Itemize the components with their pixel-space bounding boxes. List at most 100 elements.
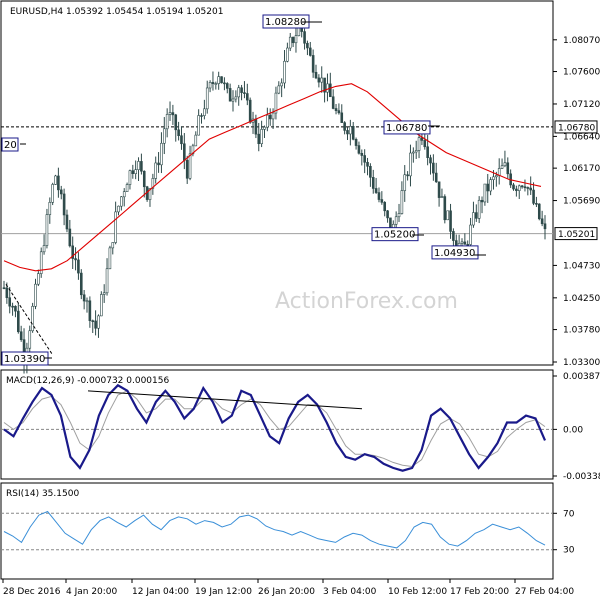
candle-body xyxy=(400,190,404,214)
candle-body xyxy=(234,96,238,100)
candle-body xyxy=(228,88,232,102)
macd-panel-frame xyxy=(0,369,554,480)
price-tick-label: 1.06640 xyxy=(563,132,600,142)
candle-body xyxy=(274,92,278,114)
candle-body xyxy=(137,161,140,170)
candle-body xyxy=(248,99,252,123)
candle-body xyxy=(34,283,37,307)
annotation-box xyxy=(431,245,479,260)
candle-body xyxy=(492,176,495,180)
annotation-box xyxy=(383,120,431,135)
candle-body xyxy=(323,77,326,93)
candle-body xyxy=(131,170,135,174)
price-annotations: 1.08280 1.06780 1.05200 1.04930 1.03390 20 xyxy=(1,14,486,366)
candle-body xyxy=(111,242,115,249)
price-tick-label: 1.06170 xyxy=(563,164,600,174)
price-tick-label: 1.03300 xyxy=(563,358,600,368)
candle-body xyxy=(260,129,263,145)
candle-body xyxy=(489,179,492,192)
price-marker-box xyxy=(554,120,598,134)
candle-body xyxy=(57,175,60,191)
candle-body xyxy=(108,247,112,270)
candle-body xyxy=(77,259,80,274)
candle-body xyxy=(114,211,117,243)
candle-body xyxy=(472,212,475,226)
candle-body xyxy=(543,223,547,230)
candle-body xyxy=(331,96,335,109)
candle-body xyxy=(171,112,175,116)
rsi-line xyxy=(3,510,546,549)
candle-body xyxy=(351,125,355,140)
candle-body xyxy=(340,112,344,123)
candle-body xyxy=(140,161,143,172)
annotation-label: 1.04930 xyxy=(434,248,475,259)
moving-average xyxy=(3,83,542,272)
candle-body xyxy=(237,87,241,98)
candle-body xyxy=(291,36,295,44)
candle-body xyxy=(308,47,312,56)
candle-body xyxy=(97,315,100,329)
candle-body xyxy=(432,162,435,174)
x-tick-label: 12 Jan 04:00 xyxy=(132,587,189,597)
macd-lines xyxy=(3,383,547,472)
candle-body xyxy=(231,98,235,102)
annotation-label: 1.06780 xyxy=(386,123,427,134)
candle-body xyxy=(449,210,452,232)
x-tick-label: 4 Jan 20:00 xyxy=(66,587,118,597)
candle-body xyxy=(268,114,272,120)
price-panel-frame xyxy=(0,0,554,366)
candle-body xyxy=(48,202,52,215)
candle-body xyxy=(223,82,226,85)
price-tick-label: 1.07120 xyxy=(563,100,600,110)
x-tick-label: 10 Feb 12:00 xyxy=(388,587,447,597)
candle-body xyxy=(28,330,32,349)
candle-body xyxy=(394,216,398,225)
candle-body xyxy=(512,184,515,190)
candle-body xyxy=(134,169,137,174)
candle-body xyxy=(412,151,415,154)
candle-body xyxy=(120,196,123,207)
candle-body xyxy=(286,47,289,62)
candle-body xyxy=(371,177,375,189)
candle-body xyxy=(280,82,283,87)
candle-body xyxy=(463,241,467,245)
rsi-tick-label: 30 xyxy=(563,546,575,556)
x-tick-label: 26 Jan 20:00 xyxy=(258,587,315,597)
candle-body xyxy=(203,108,206,116)
macd-tick-label: -0.003387 xyxy=(563,472,600,482)
annotation-label: 20 xyxy=(4,140,17,151)
price-marker-box xyxy=(554,227,598,241)
candle-body xyxy=(477,199,481,219)
candle-body xyxy=(59,189,63,195)
candle-body xyxy=(363,155,366,163)
candle-body xyxy=(31,306,34,332)
x-tick-label: 17 Feb 20:00 xyxy=(450,587,509,597)
candle-body xyxy=(85,300,89,303)
candle-body xyxy=(283,60,286,84)
candle-body xyxy=(240,87,243,93)
x-axis: 28 Dec 2016 4 Jan 20:00 12 Jan 04:00 19 Jan… xyxy=(2,579,574,597)
candle-body xyxy=(500,165,504,169)
candle-body xyxy=(386,210,389,219)
price-marker-label: 1.06780 xyxy=(558,123,595,133)
candle-body xyxy=(174,114,178,131)
support-trendline xyxy=(5,284,53,355)
candle-body xyxy=(303,31,306,44)
candle-body xyxy=(515,188,518,191)
annotation-label: 1.08280 xyxy=(265,17,306,28)
candle-body xyxy=(523,186,527,189)
price-y-axis: 1.08070 1.07600 1.07120 1.06640 1.06170 1.056… xyxy=(553,36,600,368)
candle-body xyxy=(377,192,381,200)
candle-body xyxy=(74,258,77,261)
candle-body xyxy=(194,134,198,147)
candle-body xyxy=(2,287,6,289)
candle-body xyxy=(94,320,97,329)
candle-body xyxy=(14,305,17,312)
candle-body xyxy=(160,142,163,166)
candle-body xyxy=(406,174,409,177)
candle-body xyxy=(271,112,275,120)
candle-body xyxy=(537,203,541,220)
candle-body xyxy=(397,213,401,218)
candle-body xyxy=(454,240,458,247)
